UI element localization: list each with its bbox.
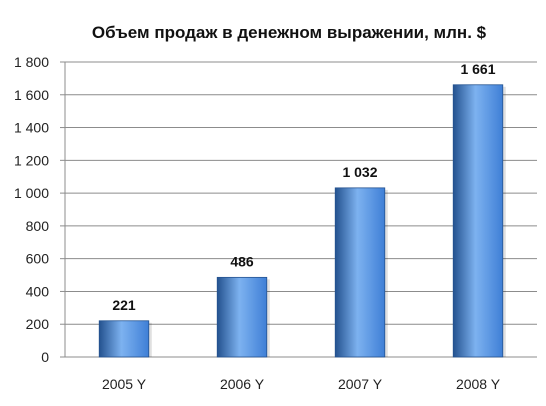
y-tick-label: 1 200 [14, 152, 49, 168]
y-axis: 0 200 400 600 800 1 000 1 200 1 400 1 600 1 800 [14, 54, 66, 365]
y-tick-label: 1 600 [14, 87, 49, 103]
y-tick-label: 1 400 [14, 120, 49, 136]
y-tick-label: 1 800 [14, 54, 49, 70]
y-tick-label: 1 000 [14, 185, 49, 201]
x-tick-label: 2006 Y [220, 376, 265, 392]
bar [334, 187, 386, 358]
bar [98, 320, 150, 358]
data-label: 486 [230, 253, 254, 269]
y-tick-label: 800 [26, 218, 50, 234]
data-label: 221 [112, 297, 136, 313]
x-tick-label: 2005 Y [102, 376, 147, 392]
x-tick-label: 2008 Y [456, 376, 501, 392]
x-axis: 2005 Y 2006 Y 2007 Y 2008 Y [102, 376, 501, 392]
chart-title: Объем продаж в денежном выражении, млн. … [92, 23, 487, 42]
x-tick-label: 2007 Y [338, 376, 383, 392]
bars: 221 486 1 032 1 661 [98, 61, 506, 358]
bar [452, 84, 504, 358]
y-tick-label: 0 [41, 349, 49, 365]
y-tick-label: 400 [26, 283, 50, 299]
y-tick-label: 200 [26, 316, 50, 332]
y-tick-label: 600 [26, 251, 50, 267]
data-label: 1 032 [342, 164, 377, 180]
bar [216, 276, 268, 358]
data-label: 1 661 [460, 61, 495, 77]
